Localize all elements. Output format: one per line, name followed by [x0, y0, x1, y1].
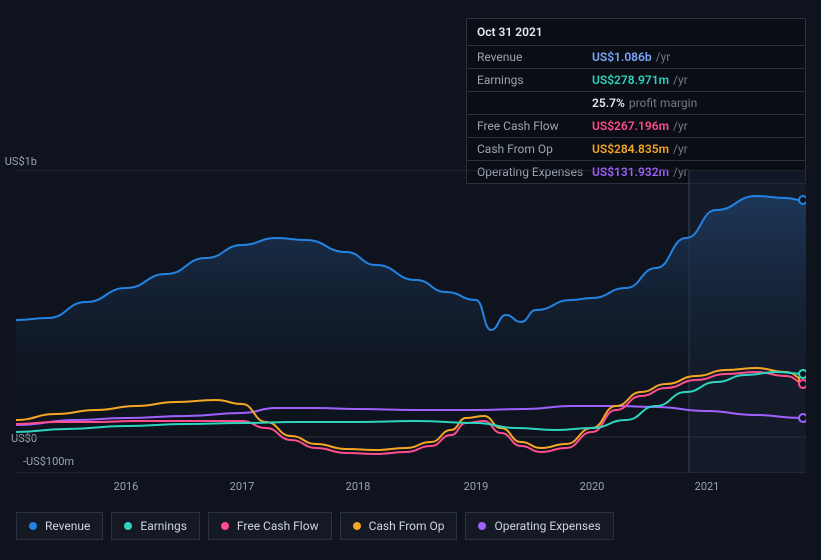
- tooltip-key: Revenue: [477, 50, 592, 64]
- chart-plot-area[interactable]: [16, 170, 806, 473]
- financials-chart-panel: Oct 31 2021 Revenue US$1.086b /yr Earnin…: [0, 0, 821, 560]
- y-axis-label-top: US$1b: [5, 155, 37, 168]
- tooltip-profit-margin-label: profit margin: [629, 96, 697, 110]
- x-axis-tick: 2019: [464, 480, 489, 493]
- x-axis-tick: 2017: [230, 480, 255, 493]
- legend-item-cash_from_op[interactable]: Cash From Op: [340, 512, 458, 540]
- tooltip-unit: /yr: [656, 50, 671, 64]
- chart-legend: Revenue Earnings Free Cash Flow Cash From O…: [16, 512, 614, 540]
- tooltip-value: US$1.086b: [592, 50, 652, 64]
- tooltip-key: Earnings: [477, 73, 592, 87]
- x-axis-tick: 2018: [346, 480, 371, 493]
- x-axis-tick: 2016: [114, 480, 139, 493]
- legend-label: Operating Expenses: [494, 519, 600, 533]
- legend-item-free_cash_flow[interactable]: Free Cash Flow: [208, 512, 332, 540]
- tooltip-unit: /yr: [673, 73, 688, 87]
- legend-swatch: [124, 522, 132, 530]
- legend-swatch: [221, 522, 229, 530]
- legend-item-earnings[interactable]: Earnings: [111, 512, 200, 540]
- legend-label: Revenue: [45, 519, 90, 533]
- legend-swatch: [29, 522, 37, 530]
- legend-label: Earnings: [140, 519, 187, 533]
- tooltip-row: Free Cash Flow US$267.196m /yr: [467, 114, 805, 137]
- chart-svg: [16, 170, 806, 473]
- x-axis-tick: 2020: [580, 480, 605, 493]
- tooltip-value: US$284.835m: [592, 142, 669, 156]
- x-axis-ticks: 2016 2017 2018 2019 2020 2021: [16, 480, 806, 494]
- tooltip-row: Earnings US$278.971m /yr: [467, 68, 805, 91]
- tooltip-value: US$267.196m: [592, 119, 669, 133]
- legend-item-revenue[interactable]: Revenue: [16, 512, 103, 540]
- legend-swatch: [478, 522, 486, 530]
- tooltip-value: US$278.971m: [592, 73, 669, 87]
- tooltip-unit: /yr: [673, 119, 688, 133]
- tooltip-unit: /yr: [673, 142, 688, 156]
- tooltip-date: Oct 31 2021: [467, 19, 805, 45]
- tooltip-profit-margin-value: 25.7%: [592, 96, 625, 110]
- x-axis-tick: 2021: [695, 480, 720, 493]
- tooltip-row: Cash From Op US$284.835m /yr: [467, 137, 805, 160]
- legend-label: Cash From Op: [369, 519, 445, 533]
- legend-label: Free Cash Flow: [237, 519, 319, 533]
- legend-swatch: [353, 522, 361, 530]
- tooltip-row: Revenue US$1.086b /yr: [467, 45, 805, 68]
- tooltip-key: Cash From Op: [477, 142, 592, 156]
- tooltip-key: Free Cash Flow: [477, 119, 592, 133]
- chart-tooltip: Oct 31 2021 Revenue US$1.086b /yr Earnin…: [466, 18, 806, 184]
- legend-item-operating_expenses[interactable]: Operating Expenses: [465, 512, 613, 540]
- tooltip-row-profit-margin: 25.7% profit margin: [467, 91, 805, 114]
